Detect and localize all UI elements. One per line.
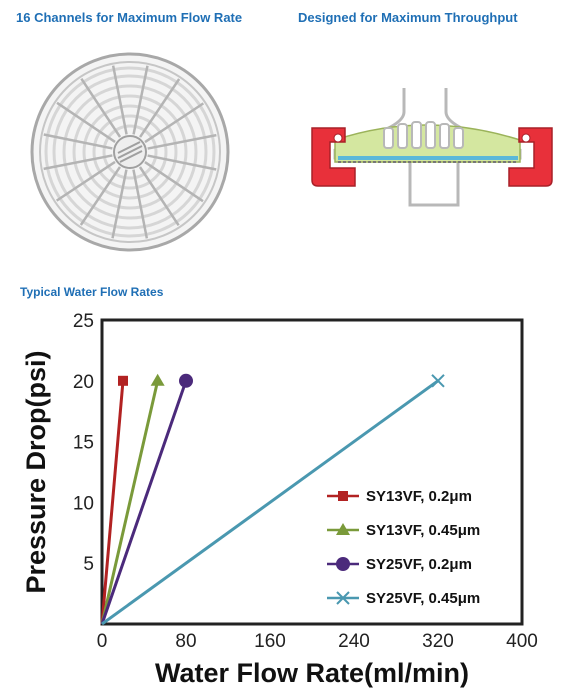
x-tick-label: 400 [506, 631, 538, 652]
data-point-2 [150, 373, 165, 386]
legend-label-1: SY13VF, 0.2μm [366, 488, 472, 505]
legend-label-3: SY25VF, 0.2μm [366, 556, 472, 573]
series-line-2 [100, 380, 160, 625]
y-tick-label: 10 [73, 493, 94, 514]
heading-channels: 16 Channels for Maximum Flow Rate [16, 10, 243, 25]
legend-marker-1 [338, 491, 348, 501]
x-tick-label: 320 [422, 631, 454, 652]
x-axis-title: Water Flow Rate(ml/min) [155, 658, 469, 688]
legend-marker-3 [336, 557, 350, 571]
series-line-3 [100, 380, 188, 625]
data-point-3 [179, 373, 193, 388]
series-line-1 [100, 380, 125, 625]
legend-marker-4 [336, 591, 350, 605]
y-tick-label: 5 [83, 554, 94, 575]
y-axis-title: Pressure Drop(psi) [21, 350, 51, 593]
legend-marker-2 [336, 523, 350, 535]
x-tick-label: 160 [254, 631, 286, 652]
data-point-1 [118, 375, 128, 386]
x-tick-label: 80 [175, 631, 196, 652]
heading-chart: Typical Water Flow Rates [20, 285, 164, 299]
legend-label-4: SY25VF, 0.45μm [366, 590, 480, 607]
x-tick-label: 0 [97, 631, 108, 652]
heading-throughput: Designed for Maximum Throughput [298, 10, 518, 25]
y-tick-label: 25 [73, 311, 94, 332]
y-tick-label: 20 [73, 372, 94, 393]
data-point-4 [431, 374, 445, 388]
legend-label-2: SY13VF, 0.45μm [366, 522, 480, 539]
x-tick-label: 240 [338, 631, 370, 652]
series-line-4 [101, 379, 439, 626]
y-tick-label: 15 [73, 433, 94, 454]
plot-area [100, 318, 524, 626]
